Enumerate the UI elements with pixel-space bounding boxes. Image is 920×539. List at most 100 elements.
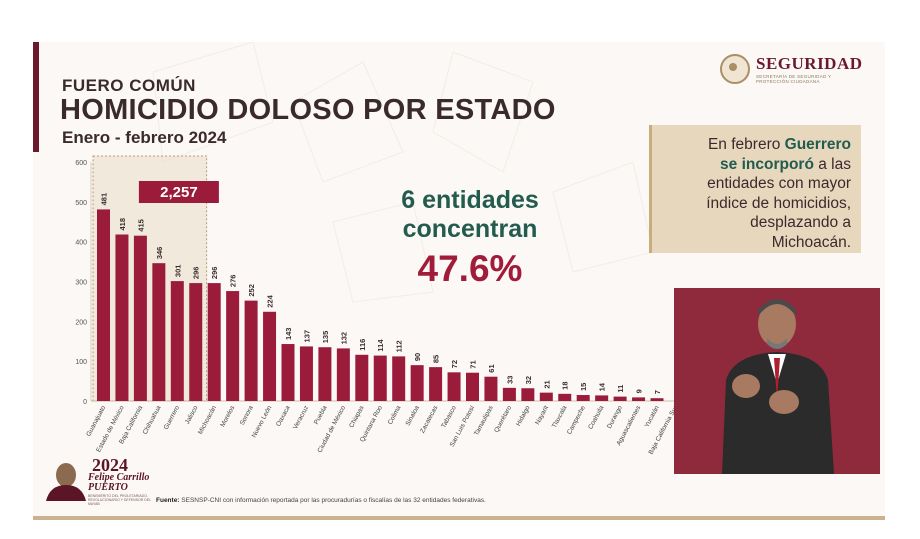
- callout-line-5: desplazando a: [750, 214, 851, 231]
- bar-value-label: 296: [210, 267, 219, 280]
- bar-value-label: 71: [469, 360, 478, 368]
- bar-value-label: 143: [284, 328, 293, 341]
- section-label: FUERO COMÚN: [62, 76, 196, 95]
- felipe-carrillo-portrait: [46, 463, 86, 501]
- bar: [650, 398, 664, 401]
- x-category-label: Zacatecas: [419, 404, 440, 434]
- total-badge-label: 2,257: [160, 184, 198, 201]
- y-tick-label: 500: [75, 200, 87, 207]
- total-badge: [138, 181, 219, 203]
- bar: [226, 291, 240, 401]
- national-seal-icon: [720, 54, 750, 84]
- bar: [170, 281, 184, 401]
- bar: [336, 348, 350, 401]
- bar-value-label: 114: [376, 339, 385, 352]
- source-note: Fuente: SESNSP-CNI con información repor…: [156, 497, 486, 504]
- bar: [466, 372, 479, 401]
- bar-value-label: 18: [561, 381, 570, 389]
- bar: [318, 347, 332, 401]
- callout-box: [649, 125, 861, 253]
- bar: [299, 346, 313, 401]
- x-category-label: Guerrero: [163, 404, 182, 431]
- bar: [392, 356, 406, 401]
- x-category-label: Nayarit: [534, 404, 550, 426]
- x-category-label: Chihuahua: [142, 404, 163, 435]
- highlight-percent: 47.6%: [417, 248, 523, 289]
- bar-value-label: 346: [155, 247, 164, 260]
- bar-value-label: 9: [635, 389, 644, 393]
- bar: [355, 354, 369, 401]
- bar-value-label: 481: [100, 193, 109, 206]
- callout-line-2b: a las: [813, 155, 851, 173]
- x-category-label: Coahuila: [587, 404, 605, 430]
- x-category-label: Sonora: [239, 404, 255, 426]
- y-tick-label: 300: [75, 280, 87, 287]
- y-tick-label: 400: [75, 240, 87, 247]
- y-tick-label: 200: [75, 319, 87, 326]
- x-category-label: Colima: [387, 404, 403, 425]
- bar: [244, 300, 258, 401]
- logo-title: SEGURIDAD: [756, 54, 863, 73]
- bar-value-label: 11: [616, 385, 625, 393]
- page-title: HOMICIDIO DOLOSO POR ESTADO: [60, 94, 556, 126]
- callout-accent: [649, 125, 652, 253]
- bar: [484, 376, 498, 401]
- y-tick-label: 100: [75, 359, 87, 366]
- seguridad-logo: SEGURIDAD SECRETARÍA DE SEGURIDAD Y PROT…: [720, 54, 863, 84]
- x-category-label: Michoacán: [197, 404, 218, 435]
- bar-value-label: 112: [395, 340, 404, 352]
- callout-line-1a: En febrero: [707, 136, 785, 153]
- bar-value-label: 7: [653, 390, 662, 394]
- callout-line-4: índice de homicidios,: [706, 194, 851, 212]
- bar-value-label: 132: [339, 332, 348, 345]
- x-category-label: Campeche: [566, 404, 587, 435]
- bar: [429, 367, 443, 401]
- bar: [152, 263, 166, 401]
- callout-line-1b: Guerrero: [784, 136, 851, 153]
- footer-caption: BENEMÉRITO DEL PROLETARIADO, REVOLUCIONA…: [88, 494, 151, 506]
- x-category-label: Nuevo León: [251, 404, 274, 439]
- bar-value-label: 15: [579, 383, 588, 391]
- bar-value-label: 72: [450, 360, 459, 368]
- source-label: Fuente:: [156, 497, 180, 504]
- bar: [115, 234, 129, 401]
- bar-value-label: 14: [598, 382, 607, 391]
- bar: [207, 283, 221, 401]
- highlight-line-1: 6 entidades: [401, 186, 539, 214]
- footer-name: Felipe Carrillo PUERTO: [88, 473, 149, 493]
- bar: [133, 235, 147, 401]
- bar-value-label: 415: [136, 219, 145, 232]
- x-category-label: Tamaulipas: [473, 404, 495, 437]
- bar: [97, 209, 110, 401]
- bar-value-label: 276: [229, 275, 238, 288]
- bottom-rule: [33, 516, 885, 520]
- bar-value-label: 85: [432, 355, 441, 363]
- bar-value-label: 224: [266, 294, 275, 307]
- x-category-label: Morelos: [219, 404, 236, 428]
- x-category-label: Querétaro: [493, 404, 513, 433]
- period-label: Enero - febrero 2024: [62, 128, 227, 147]
- interpreter-figure: [674, 288, 880, 474]
- x-category-label: Tlaxcala: [551, 404, 569, 429]
- bar: [410, 365, 424, 401]
- highlight-line-2: concentran: [402, 215, 538, 243]
- bar: [263, 311, 277, 401]
- bar-value-label: 252: [247, 284, 256, 297]
- bar-value-label: 137: [302, 330, 311, 343]
- bar-value-label: 21: [542, 380, 551, 388]
- callout-line-3: entidades con mayor: [707, 175, 851, 192]
- callout-line-6: Michoacán.: [771, 233, 851, 251]
- bar: [632, 397, 646, 401]
- bar-value-label: 116: [358, 339, 367, 351]
- callout-line-2a: se incorporó: [720, 155, 814, 173]
- bar: [613, 396, 627, 401]
- x-category-label: Sinaloa: [405, 404, 422, 427]
- x-category-label: Veracruz: [292, 405, 310, 431]
- x-category-label: Jalisco: [184, 404, 200, 425]
- bar: [595, 395, 609, 401]
- y-tick-label: 600: [75, 160, 87, 167]
- bar-value-label: 61: [487, 364, 496, 372]
- bar-value-label: 90: [413, 353, 422, 361]
- x-category-label: Chiapas: [348, 404, 366, 429]
